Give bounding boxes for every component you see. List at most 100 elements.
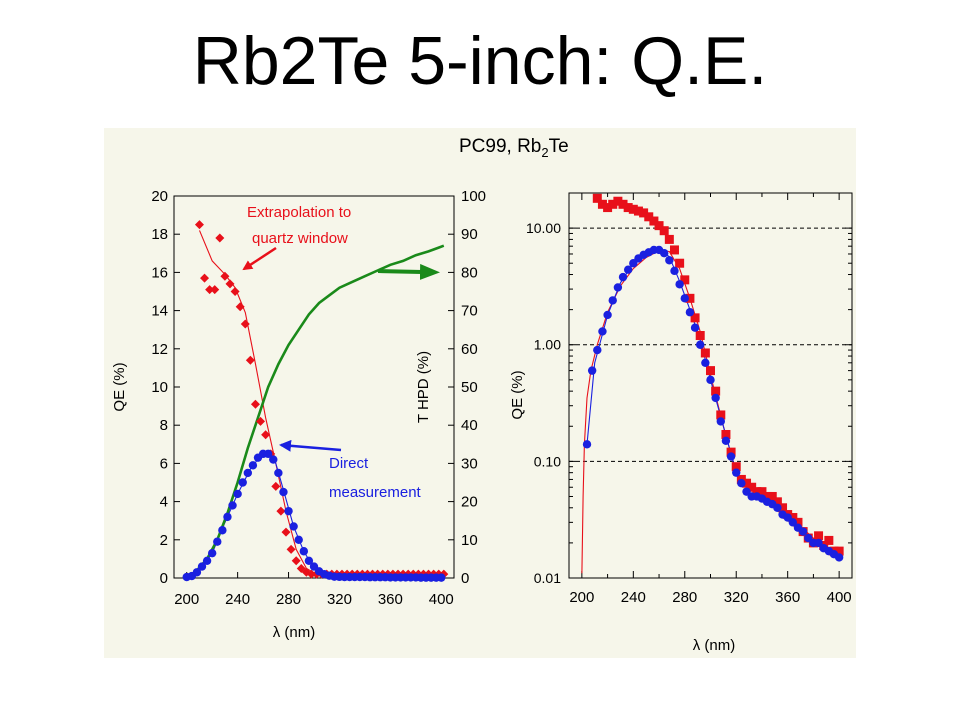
left-y-tick-label: 10 [151, 379, 168, 396]
left-chart: 200 240 280 320 360 4000246810121416182001020… [111, 188, 486, 641]
annotation-direct-line2: measurement [329, 484, 422, 501]
left-series-0-point [235, 302, 245, 312]
right-series-0-point [639, 208, 649, 218]
left-series-2-point [228, 501, 237, 510]
left-series-0-point [301, 567, 311, 577]
left-y-tick-label: 12 [151, 341, 168, 358]
left-series-line-4 [195, 244, 445, 572]
left-y2-tick-label: 80 [461, 264, 478, 281]
left-series-0-point [276, 506, 286, 516]
left-series-0-point [215, 233, 225, 243]
left-series-lines [186, 230, 445, 579]
left-series-2-point [218, 526, 227, 535]
right-series-0-point [711, 386, 721, 396]
right-series-0-point [814, 531, 824, 541]
right-series-1-point [788, 518, 798, 527]
right-series-0-point [664, 234, 674, 244]
right-series-0-point [608, 199, 618, 209]
right-series-0-point [824, 535, 834, 545]
right-plot-area [568, 192, 853, 579]
left-x-tick-label: 320 [327, 591, 352, 608]
left-series-2-point [243, 468, 253, 478]
figure-heading: PC99, Rb2Te [459, 136, 569, 160]
right-series-0-point [592, 193, 602, 203]
left-y-tick-label: 8 [160, 417, 168, 434]
right-series-0-point [623, 203, 633, 213]
right-series-0-point [649, 216, 659, 226]
right-series-0-point [654, 221, 664, 231]
right-series-1-point [623, 265, 633, 274]
left-series-2-point [207, 548, 217, 558]
right-series-0-point [767, 491, 777, 501]
right-series-0-point [603, 203, 613, 213]
right-series-1-point [706, 375, 715, 385]
left-series-2-point [192, 568, 202, 577]
right-series-0-point [659, 226, 669, 236]
right-series-0-point [644, 212, 654, 222]
transmission-axis-arrow [377, 263, 440, 280]
left-y-tick-label: 2 [160, 532, 168, 549]
right-y-tick-label: 10.00 [526, 220, 561, 236]
right-series-0-point [726, 447, 736, 457]
annotation-direct-line1: Direct [329, 455, 369, 472]
right-series-0-point [597, 199, 607, 209]
left-series-2-point [269, 455, 278, 464]
right-axes-ticks [569, 192, 852, 579]
right-series-0-point [685, 293, 695, 303]
left-series-0-point [261, 430, 271, 440]
right-series-line-3 [586, 249, 840, 558]
right-series-1-point [608, 296, 617, 305]
right-series-0-point [680, 275, 690, 285]
figure-svg: PC99, Rb2Te 200 240 280 320 360 4000246810121… [111, 136, 853, 654]
left-series-0-point [271, 481, 281, 491]
right-series-0-point [788, 513, 798, 523]
right-series-1-point [618, 272, 628, 282]
right-series-0-point [747, 482, 757, 492]
right-series-0-point [690, 313, 700, 323]
left-series-0-point [291, 556, 301, 566]
right-series-0-point [675, 258, 685, 268]
right-series-1-point [675, 280, 684, 289]
right-series-1-point [721, 436, 731, 446]
right-series-1-point [814, 538, 823, 548]
left-series-0-point [210, 285, 220, 295]
left-series-2-point [197, 562, 207, 571]
right-series-1-point [593, 345, 602, 355]
left-series-0-point [230, 287, 240, 296]
left-y-axis-label: QE (%) [111, 362, 128, 411]
right-series-markers [582, 193, 844, 562]
left-y-tick-label: 18 [151, 226, 168, 243]
right-series-0-point [793, 517, 803, 527]
right-y-axis-label: QE (%) [509, 370, 526, 419]
left-x-tick-label: 280 [276, 591, 301, 608]
right-series-1-point [690, 323, 700, 332]
right-x-tick-label: 280 [672, 589, 697, 606]
left-tick-labels: 200 240 280 320 360 4000246810121416182001020… [151, 188, 486, 608]
left-series-0-point [250, 399, 260, 409]
left-series-0-point [245, 355, 255, 365]
left-series-2-point [263, 449, 273, 459]
right-series-1-point [659, 248, 669, 258]
right-series-0-point [778, 503, 788, 513]
left-x-axis-label: λ (nm) [273, 624, 316, 641]
figure-panel: PC99, Rb2Te 200 240 280 320 360 400 0 2 4 6 8 10 12 1… [104, 128, 856, 658]
right-series-1-point [701, 358, 710, 368]
left-y-tick-label: 6 [160, 455, 168, 472]
left-x-tick-label: 200 [174, 591, 199, 608]
right-series-0-point [669, 245, 679, 255]
right-series-0-point [731, 462, 741, 472]
left-x-tick-label: 360 [378, 591, 403, 608]
right-series-1-point [685, 308, 695, 317]
left-series-0-point [225, 279, 235, 289]
left-series-0-point [200, 273, 210, 283]
right-series-1-point [716, 417, 725, 426]
left-y2-tick-label: 0 [461, 570, 469, 587]
left-axes-ticks [174, 195, 454, 579]
right-tick-labels: 0.01 0.10 1.00 10.00 200 240 280 320 360 400 [526, 220, 852, 606]
annotation-direct-arrow [279, 439, 342, 452]
left-y-tick-label: 20 [151, 188, 168, 205]
left-y2-tick-label: 30 [461, 455, 478, 472]
right-x-tick-label: 400 [827, 589, 852, 606]
left-plot-area [173, 195, 455, 579]
left-series-2-point [213, 537, 222, 546]
